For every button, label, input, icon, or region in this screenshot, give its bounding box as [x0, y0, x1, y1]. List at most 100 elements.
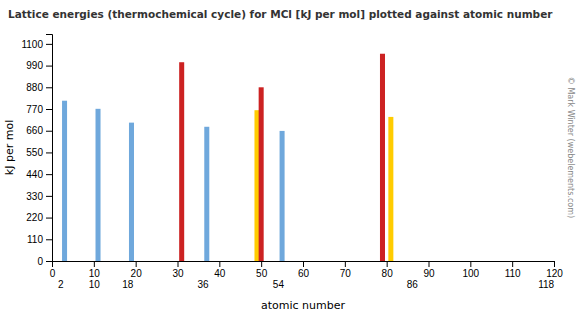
tick-label: 100	[462, 268, 479, 279]
tick: 550	[26, 147, 52, 158]
tick-mark	[261, 261, 262, 267]
tick: 770	[26, 104, 52, 115]
tick: 1100	[21, 39, 52, 50]
tick: 20	[131, 261, 143, 279]
axis-line	[46, 35, 53, 262]
y-axis-title: kJ per mol	[3, 120, 16, 175]
tick: 30	[172, 261, 184, 279]
tick-mark	[52, 261, 53, 267]
plot: 0 110 220 330 440 550 660 770 880 990 1100 0 10 20 30 4…	[21, 35, 563, 291]
tick-mark	[554, 261, 555, 267]
tick-mark	[46, 196, 52, 197]
tick-label: 1100	[21, 39, 43, 50]
tick: 18	[122, 278, 134, 290]
bar	[62, 101, 67, 261]
tick-label: 120	[546, 268, 563, 279]
tick-label: 440	[26, 169, 43, 180]
title: Lattice energies (thermochemical cycle) …	[8, 8, 553, 20]
tick-label: 10	[89, 279, 101, 290]
tick: 80	[382, 261, 394, 279]
tick-mark	[46, 218, 52, 219]
tick: 880	[26, 82, 52, 93]
tick: 2	[58, 278, 64, 290]
tick-mark	[94, 261, 95, 267]
tick-mark	[345, 261, 346, 267]
tick: 70	[340, 261, 352, 279]
tick: 220	[26, 212, 52, 223]
tick-label: 18	[122, 279, 134, 290]
tick-label: 0	[37, 256, 43, 267]
x-axis-title: atomic number	[261, 299, 346, 312]
tick-label: 110	[505, 268, 521, 279]
tick: 10	[89, 278, 101, 290]
tick-label: 330	[26, 191, 43, 202]
tick-mark	[46, 261, 52, 262]
bar	[96, 109, 101, 261]
tick: 110	[27, 234, 52, 245]
tick-label: 880	[26, 82, 43, 93]
tick: 36	[198, 278, 210, 290]
tick-mark	[46, 109, 52, 110]
bar	[388, 117, 393, 261]
tick-label: 60	[298, 268, 310, 279]
tick: 40	[214, 261, 226, 279]
tick: 54	[273, 278, 285, 290]
chart: Lattice energies (thermochemical cycle) …	[0, 0, 580, 315]
tick: 330	[26, 191, 52, 202]
tick: 10	[89, 261, 101, 279]
tick-label: 550	[26, 147, 43, 158]
tick-label: 770	[26, 104, 43, 115]
tick-label: 54	[273, 279, 285, 290]
tick-mark	[46, 66, 52, 67]
tick-label: 30	[172, 268, 184, 279]
tick-mark	[429, 261, 430, 267]
bar	[259, 87, 264, 261]
tick-label: 40	[214, 268, 226, 279]
axis-line	[53, 262, 555, 268]
bar	[280, 131, 285, 261]
tick-mark	[387, 261, 388, 267]
tick-label: 86	[407, 279, 419, 290]
tick-label: 20	[131, 268, 143, 279]
tick: 118	[538, 278, 554, 290]
tick-label: 2	[58, 279, 64, 290]
tick: 86	[407, 278, 419, 290]
tick-label: 660	[26, 125, 43, 136]
tick-label: 90	[423, 268, 435, 279]
bar	[129, 123, 134, 261]
tick-mark	[219, 261, 220, 267]
tick: 100	[462, 261, 479, 279]
annotation: © Mark Winter (webelements.com)	[566, 77, 575, 218]
tick-mark	[46, 44, 52, 45]
tick-label: 50	[256, 268, 268, 279]
tick-mark	[46, 131, 52, 132]
tick-label: 36	[198, 279, 210, 290]
tick-label: 80	[382, 268, 394, 279]
y-axis: 0 110 220 330 440 550 660 770 880 990 1100	[21, 35, 52, 267]
tick-label: 110	[27, 234, 43, 245]
tick-mark	[46, 174, 52, 175]
tick-mark	[46, 152, 52, 153]
tick-mark	[46, 87, 52, 88]
tick-label: 118	[538, 279, 554, 290]
bars	[62, 54, 393, 261]
tick-label: 990	[26, 60, 43, 71]
x-axis: 0 10 20 30 40 50 60 70 80 90 100 110 120	[50, 261, 564, 279]
tick: 0	[50, 261, 56, 279]
tick: 660	[26, 125, 52, 136]
tick-mark	[470, 261, 471, 267]
tick-mark	[136, 261, 137, 267]
tick-label: 70	[340, 268, 352, 279]
bar	[380, 54, 385, 261]
tick: 990	[26, 60, 52, 71]
tick-mark	[303, 261, 304, 267]
tick: 440	[26, 169, 52, 180]
tick-label: 10	[89, 268, 101, 279]
tick: 90	[423, 261, 435, 279]
bar	[204, 127, 209, 261]
tick-mark	[46, 239, 52, 240]
tick-label: 220	[26, 212, 43, 223]
tick: 50	[256, 261, 268, 279]
tick: 110	[505, 261, 521, 279]
tick-label: 0	[50, 268, 56, 279]
